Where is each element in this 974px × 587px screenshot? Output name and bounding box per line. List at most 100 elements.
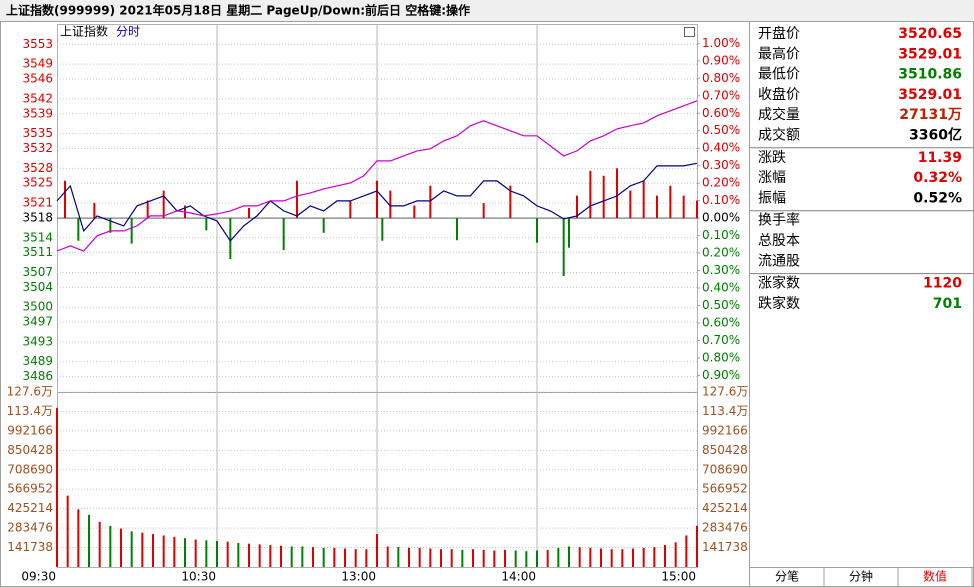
volume-bar (322, 547, 325, 567)
quote-panel: 开盘价 3520.65 最高价 3529.01 最低价 3510.86 收盘价 3529.01… (750, 25, 974, 312)
price-line (56, 100, 698, 252)
strength-bar (602, 175, 605, 219)
y-tick-label: 3493 (22, 334, 53, 348)
volume-bar (226, 541, 229, 567)
vol-tick-label-right: 425214 (702, 501, 748, 515)
pane-button[interactable] (684, 27, 695, 37)
x-tick-label: 13:00 (341, 570, 376, 584)
quote-value: 3520.65 (898, 26, 962, 42)
quote-label: 流通股 (758, 253, 800, 269)
strength-bar (349, 200, 352, 219)
chart-subtitle: 分时 (116, 25, 140, 39)
strength-bar (322, 218, 325, 233)
vol-tick-label: 425214 (7, 501, 53, 515)
y2-tick-label: 0.40% (702, 281, 740, 295)
vol-tick-label: 992166 (7, 423, 53, 437)
y2-tick-label: 0.10% (702, 193, 740, 207)
volume-bar (440, 549, 442, 567)
volume-bar (365, 549, 368, 567)
vol-tick-label: 283476 (7, 521, 53, 535)
y-tick-label: 3553 (22, 37, 53, 51)
volume-bar (642, 547, 645, 567)
vol-tick-label-right: 850428 (702, 443, 748, 457)
tab[interactable]: 分钟 (849, 569, 873, 584)
quote-value: 3510.86 (898, 67, 962, 83)
price-line (56, 162, 698, 242)
volume-bar (312, 547, 314, 567)
strength-bar (381, 218, 384, 241)
quote-value: 3529.01 (898, 87, 962, 103)
y2-tick-label: 0.90% (702, 368, 740, 382)
quote-value: 11.39 (918, 150, 962, 166)
volume-bar (301, 546, 304, 567)
strength-bar (296, 180, 298, 219)
y2-tick-label: 0.60% (702, 315, 740, 329)
y-tick-label: 3521 (22, 196, 53, 210)
strength-bar (456, 218, 458, 241)
volume-bar (653, 547, 656, 567)
quote-label: 成交量 (758, 106, 800, 123)
volume-bar (354, 549, 357, 567)
strength-bar (576, 195, 578, 219)
volume-bar (280, 545, 282, 567)
volume-bar (450, 549, 453, 567)
y-tick-label: 3528 (22, 161, 53, 175)
volume-bar (173, 536, 176, 567)
strength-bar (77, 218, 80, 241)
quote-value: 3529.01 (898, 46, 962, 62)
volume-bar (88, 514, 90, 567)
volume-bar (258, 544, 261, 567)
y-tick-label: 3489 (22, 354, 53, 368)
volume-bar (621, 549, 624, 567)
y2-tick-label: 0.50% (702, 123, 740, 137)
volume-bar (333, 547, 336, 567)
volume-bar (472, 549, 474, 567)
y-tick-label: 3539 (22, 106, 53, 120)
strength-bar (696, 200, 698, 219)
quote-value: 0.32% (913, 170, 962, 186)
y-tick-label: 3535 (22, 126, 53, 140)
vol-tick-label-right: 283476 (702, 521, 748, 535)
volume-bar (482, 549, 485, 567)
x-tick-label: 10:30 (181, 570, 216, 584)
quote-label: 总股本 (758, 233, 800, 249)
quote-label: 成交额 (758, 127, 800, 144)
y2-tick-label: 1.00% (702, 36, 740, 50)
strength-bar (429, 185, 432, 219)
strength-bar (629, 190, 632, 219)
volume-bar (109, 525, 112, 567)
quote-label: 最低价 (758, 67, 800, 83)
vol-tick-label-right: 127.6万 (702, 385, 748, 399)
volume-bar (504, 549, 506, 567)
tab[interactable]: 数值 (923, 569, 947, 584)
vol-tick-label-right: 113.4万 (702, 404, 748, 418)
volume-bar (194, 539, 197, 567)
vol-tick-label-right: 566952 (702, 482, 748, 496)
volume-bar (269, 545, 272, 567)
volume-bar (162, 535, 165, 567)
strength-bar (509, 185, 512, 219)
volume-bar (205, 540, 208, 567)
y2-tick-label: 0.10% (702, 228, 740, 242)
quote-label: 振幅 (758, 190, 786, 206)
y2-tick-label: 0.50% (702, 298, 740, 312)
y2-tick-label: 0.80% (702, 71, 740, 85)
strength-bar (616, 168, 618, 219)
volume-bar (514, 550, 517, 567)
volume-bar (376, 534, 378, 567)
strength-bar (682, 195, 685, 219)
y2-tick-label: 0.40% (702, 141, 740, 155)
quote-label: 收盘价 (758, 86, 800, 103)
y2-tick-label: 0.30% (702, 158, 740, 172)
y-tick-label: 3511 (22, 245, 53, 259)
strength-bar (205, 218, 208, 231)
y2-tick-label: 0.20% (702, 246, 740, 260)
tab[interactable]: 分笔 (775, 569, 799, 584)
strength-bar (146, 200, 149, 219)
header-bar (0, 0, 974, 21)
y-tick-label: 3504 (22, 280, 53, 294)
strength-bar (389, 190, 392, 219)
vol-tick-label: 708690 (7, 462, 53, 476)
vol-tick-label: 113.4万 (7, 404, 53, 418)
